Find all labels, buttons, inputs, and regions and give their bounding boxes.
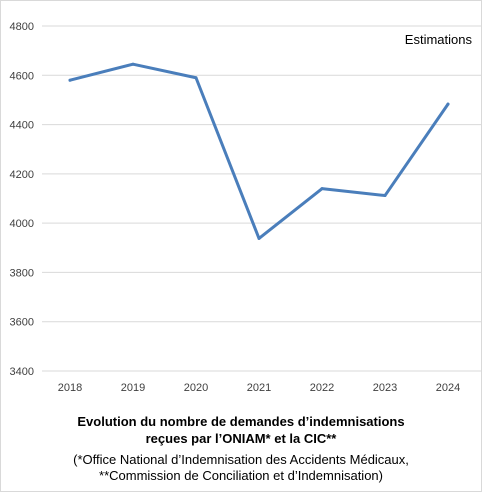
y-tick-label: 3600 <box>10 317 34 329</box>
footnote-line1: (*Office National d’Indemnisation des Ac… <box>73 452 409 467</box>
y-tick-label: 3400 <box>10 366 34 378</box>
x-tick-label: 2021 <box>247 382 271 394</box>
x-tick-label: 2019 <box>121 382 145 394</box>
data-point <box>68 78 72 82</box>
data-point <box>383 194 387 198</box>
footnote-line2: **Commission de Conciliation et d’Indemn… <box>99 468 383 483</box>
series-line <box>68 62 450 240</box>
chart-title-line1: Evolution du nombre de demandes d’indemn… <box>77 414 405 429</box>
data-point <box>194 76 198 80</box>
chart-title-line2: reçues par l’ONIAM* et la CIC** <box>145 431 337 446</box>
gridlines <box>42 25 482 372</box>
x-tick-label: 2024 <box>436 382 460 394</box>
y-tick-label: 4400 <box>10 120 34 132</box>
y-tick-label: 4000 <box>10 218 34 230</box>
data-point <box>446 102 450 106</box>
x-tick-label: 2020 <box>184 382 208 394</box>
y-tick-label: 3800 <box>10 267 34 279</box>
y-axis-ticks: 3400 3600 3800 4000 4200 4400 4600 4800 <box>10 21 34 378</box>
x-tick-label: 2022 <box>310 382 334 394</box>
x-axis-ticks: 2018 2019 2020 2021 2022 2023 2024 <box>58 382 460 394</box>
x-tick-label: 2023 <box>373 382 397 394</box>
x-tick-label: 2018 <box>58 382 82 394</box>
y-tick-label: 4200 <box>10 169 34 181</box>
y-tick-label: 4600 <box>10 70 34 82</box>
y-tick-label: 4800 <box>10 21 34 33</box>
estimations-annotation: Estimations <box>405 32 473 47</box>
data-point <box>257 236 261 240</box>
series-layer <box>68 62 450 240</box>
data-point <box>320 187 324 191</box>
data-point <box>131 62 135 66</box>
